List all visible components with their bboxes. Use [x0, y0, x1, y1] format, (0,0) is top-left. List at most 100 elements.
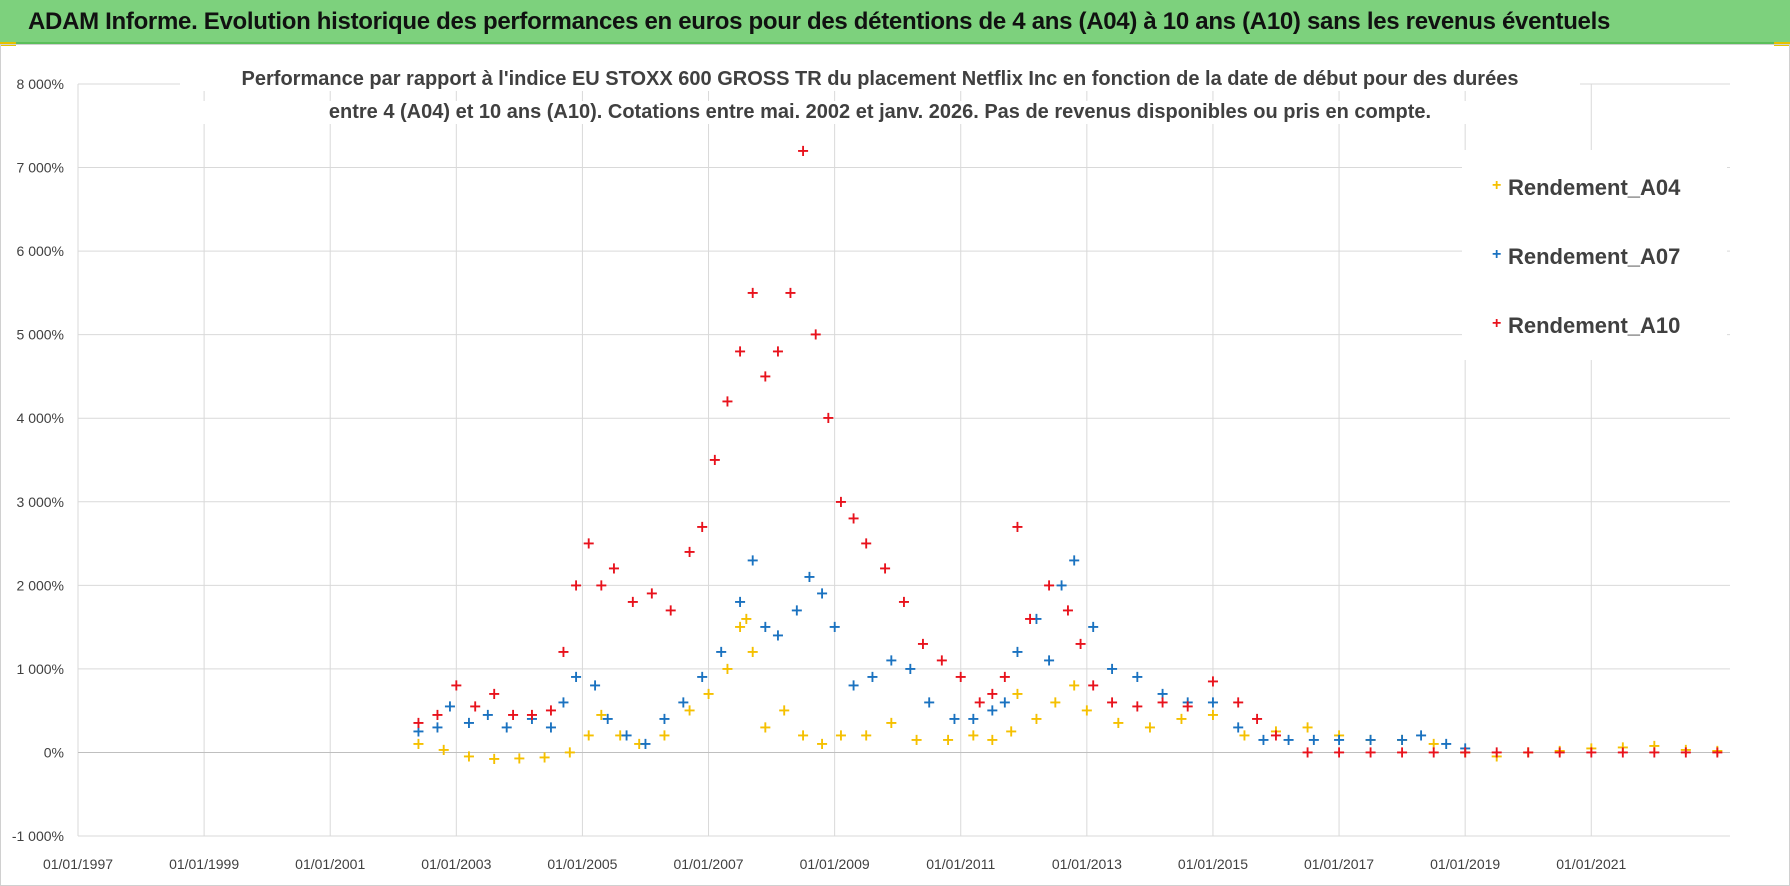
data-point: + [916, 634, 929, 653]
data-point: + [1206, 705, 1219, 724]
data-point: + [683, 701, 696, 720]
data-point: + [733, 592, 746, 611]
x-tick-label: 01/01/2021 [1556, 856, 1626, 872]
data-point: + [986, 730, 999, 749]
data-point: + [796, 726, 809, 745]
data-point: + [796, 141, 809, 160]
data-point: + [708, 450, 721, 469]
data-point: + [481, 705, 494, 724]
data-point: + [1282, 730, 1295, 749]
data-point: + [677, 692, 690, 711]
data-point: + [733, 341, 746, 360]
data-point: + [1648, 742, 1661, 761]
data-marks: + + + + + + ++++ + ++++++++++ + + +++ + + + +++++++ + + ++… [412, 141, 1724, 768]
data-point: + [759, 717, 772, 736]
data-point: + [1175, 709, 1188, 728]
data-point: + [733, 617, 746, 636]
data-point: + [822, 408, 835, 427]
y-tick-label: 3 000% [17, 494, 64, 510]
data-point: + [1332, 726, 1345, 745]
data-point: + [500, 717, 513, 736]
legend-label-a07: Rendement_A07 [1508, 244, 1681, 269]
data-point: + [601, 709, 614, 728]
data-point: + [1238, 726, 1251, 745]
data-point: + [513, 748, 526, 767]
data-point: + [1414, 726, 1427, 745]
data-point: + [1395, 730, 1408, 749]
data-point: + [1490, 747, 1503, 766]
data-point: + [1585, 742, 1598, 761]
data-point: + [998, 692, 1011, 711]
data-point: + [538, 747, 551, 766]
data-point: + [1042, 575, 1055, 594]
data-point: + [645, 584, 658, 603]
data-point: + [1023, 609, 1036, 628]
y-tick-label: 7 000% [17, 160, 64, 176]
data-point: + [859, 534, 872, 553]
page-title: ADAM Informe. Evolution historique des p… [28, 8, 1611, 35]
data-point: + [878, 559, 891, 578]
data-point: + [525, 709, 538, 728]
data-point: + [696, 667, 709, 686]
data-point: + [1131, 667, 1144, 686]
data-point: + [777, 701, 790, 720]
y-axis-ticks: -1 000% 0% 1 000% 2 000% 3 000% 4 000% 5 000% 6… [12, 76, 64, 844]
x-tick-label: 01/01/1997 [43, 856, 113, 872]
data-point: + [1458, 742, 1471, 761]
data-point: + [1105, 692, 1118, 711]
data-point: + [544, 717, 557, 736]
data-point: + [1068, 676, 1081, 695]
data-point: + [469, 696, 482, 715]
data-point: + [1156, 692, 1169, 711]
x-tick-label: 01/01/2007 [673, 856, 743, 872]
data-point: + [1458, 738, 1471, 757]
x-tick-label: 01/01/2005 [547, 856, 617, 872]
series-Rendement_A10: + +++++ + +++++++ +++++++++++++++++++++++ +++… [412, 141, 1724, 762]
data-point: + [1061, 600, 1074, 619]
data-point: + [1301, 717, 1314, 736]
data-point: + [544, 701, 557, 720]
data-point: + [664, 600, 677, 619]
data-point: + [790, 600, 803, 619]
legend-item-a04: + Rendement_A04 [1492, 175, 1680, 201]
data-point: + [1042, 651, 1055, 670]
data-point: + [696, 517, 709, 536]
data-point: + [1055, 575, 1068, 594]
data-point: + [1553, 742, 1566, 761]
data-point: + [828, 617, 841, 636]
data-point: + [885, 713, 898, 732]
data-point: + [683, 542, 696, 561]
data-point: + [1364, 730, 1377, 749]
data-point: + [746, 550, 759, 569]
y-tick-label: 4 000% [17, 410, 64, 426]
y-tick-label: 8 000% [17, 76, 64, 92]
data-point: + [1711, 742, 1724, 761]
data-point: + [487, 684, 500, 703]
data-point: + [1049, 692, 1062, 711]
data-point: + [803, 567, 816, 586]
data-point: + [462, 713, 475, 732]
data-point: + [746, 283, 759, 302]
data-point: + [1105, 659, 1118, 678]
data-point: + [885, 651, 898, 670]
data-point: + [1068, 550, 1081, 569]
data-point: + [784, 283, 797, 302]
data-point: + [1231, 717, 1244, 736]
data-point: + [412, 713, 425, 732]
data-point: + [563, 742, 576, 761]
data-point: + [1250, 709, 1263, 728]
data-point: + [462, 747, 475, 766]
x-tick-label: 01/01/2009 [800, 856, 870, 872]
legend: + Rendement_A04 + Rendement_A07 + Rendem… [1462, 150, 1727, 360]
data-point: + [431, 705, 444, 724]
legend-label-a10: Rendement_A10 [1508, 313, 1681, 338]
data-point: + [948, 709, 961, 728]
data-point: + [1395, 730, 1408, 749]
data-point: + [658, 709, 671, 728]
data-point: + [941, 730, 954, 749]
data-point: + [1112, 713, 1125, 732]
data-point: + [1585, 738, 1598, 757]
legend-marker-a07: + [1492, 246, 1502, 263]
data-point: + [815, 734, 828, 753]
data-point: + [714, 642, 727, 661]
